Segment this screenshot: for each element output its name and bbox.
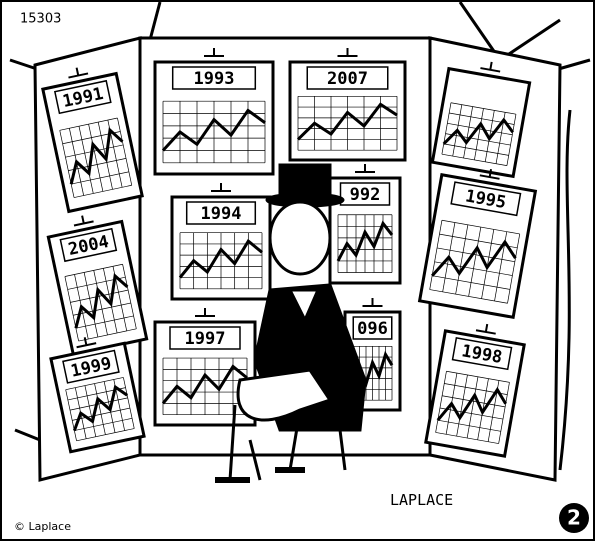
year-label: 2007 <box>327 69 368 89</box>
chart-frame: 1994 <box>172 183 270 299</box>
chart-frame: 992 <box>330 164 400 283</box>
year-label: 1997 <box>185 329 226 349</box>
year-label: 1993 <box>194 69 235 89</box>
year-label: 1994 <box>201 204 242 224</box>
copyright: © Laplace <box>14 520 71 533</box>
signature: LAPLACE <box>390 491 453 509</box>
head <box>270 202 330 274</box>
chart-frame: 2007 <box>290 48 405 160</box>
badge: 2 <box>567 506 581 530</box>
cartoon-id: 15303 <box>20 12 61 27</box>
cartoon: 1991200419991993200719949921997096199519… <box>0 0 595 541</box>
chart-frame: 1993 <box>155 48 273 174</box>
year-label: 992 <box>350 185 381 205</box>
year-label: 096 <box>357 319 388 339</box>
